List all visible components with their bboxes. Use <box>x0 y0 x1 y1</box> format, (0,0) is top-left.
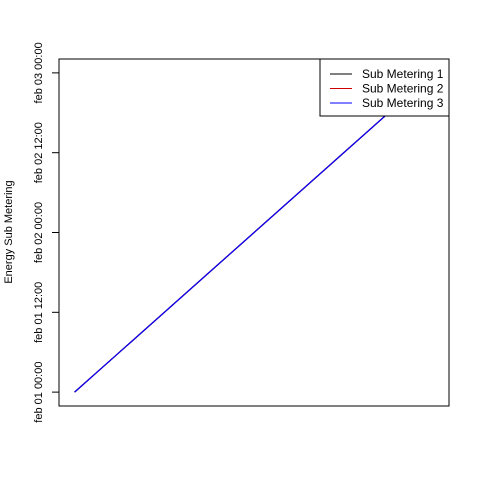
legend-label: Sub Metering 3 <box>362 96 444 110</box>
legend-label: Sub Metering 1 <box>362 67 444 81</box>
y-tick-label: feb 01 00:00 <box>33 362 45 423</box>
y-tick-label: feb 02 00:00 <box>33 202 45 263</box>
y-tick-label: feb 02 12:00 <box>33 122 45 183</box>
y-tick-label: feb 01 12:00 <box>33 282 45 343</box>
legend-box <box>319 58 450 117</box>
y-axis-label: Energy Sub Metering <box>3 180 15 283</box>
series-lines <box>74 72 434 393</box>
series-line-sub-metering-3 <box>74 72 434 393</box>
y-tick-label: feb 03 00:00 <box>33 42 45 103</box>
y-axis-ticks: feb 01 00:00 feb 01 12:00 feb 02 00:00 feb … <box>33 42 59 423</box>
legend-label: Sub Metering 2 <box>362 82 444 96</box>
